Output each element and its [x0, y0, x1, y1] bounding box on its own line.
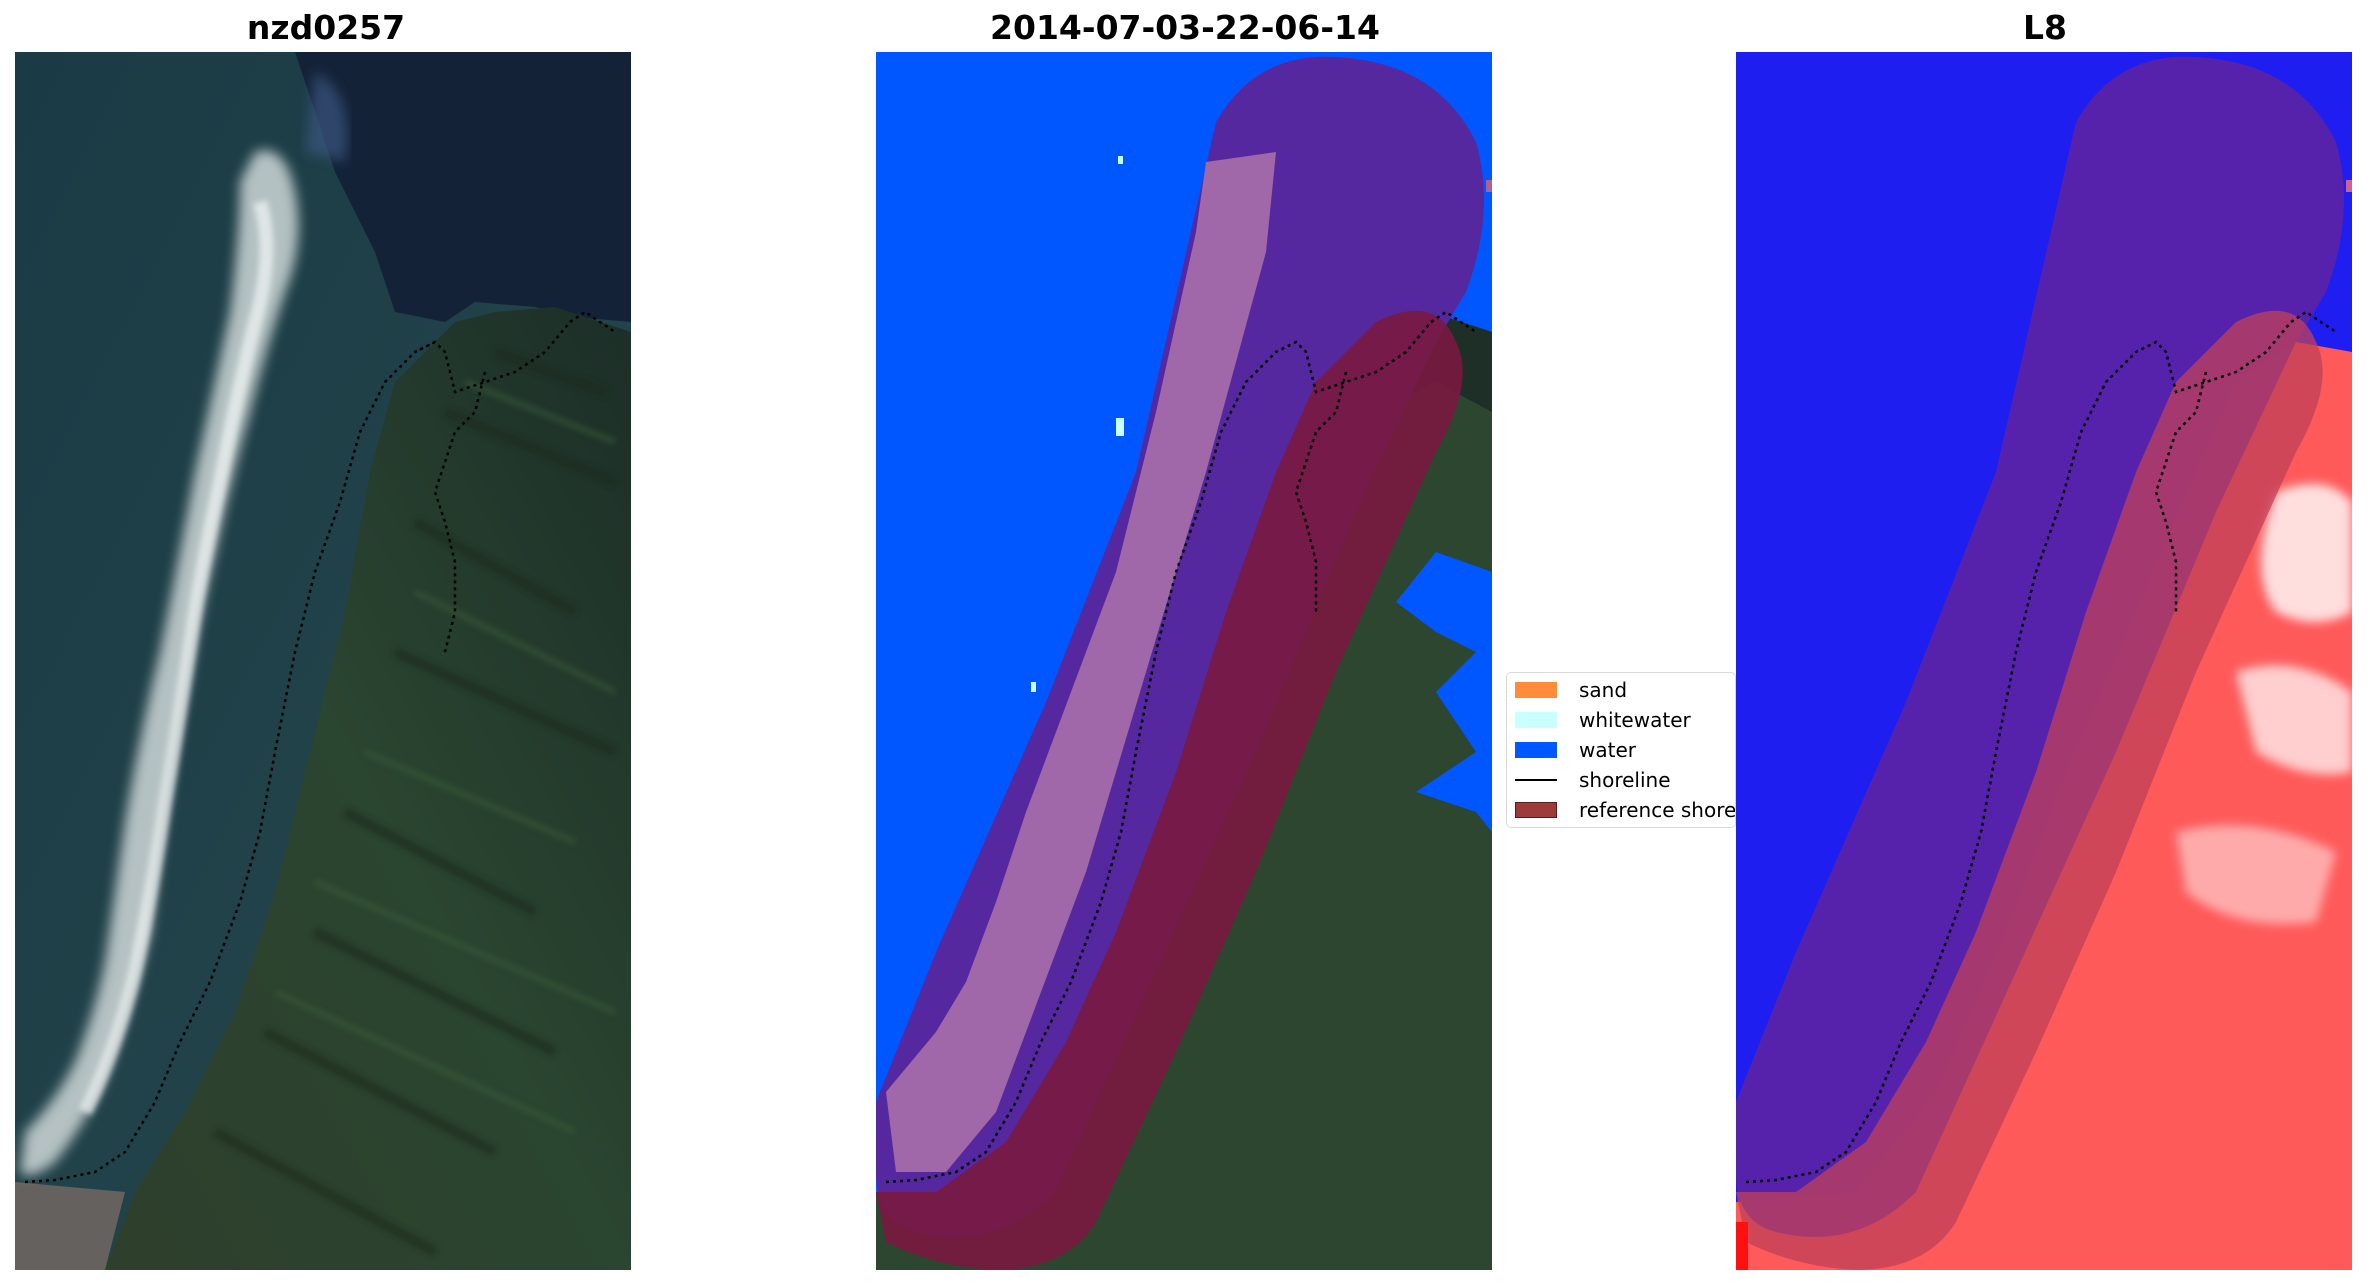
legend-label-water: water: [1579, 738, 1636, 762]
legend-item-whitewater: whitewater: [1515, 707, 1691, 733]
sand-swatch: [1515, 682, 1557, 698]
water-swatch: [1515, 742, 1557, 758]
legend-label-reference-shoreline-buffer: reference shoreline buffer: [1579, 798, 1736, 822]
legend-label-sand: sand: [1579, 678, 1628, 702]
panel-title-rgb: nzd0257: [246, 8, 406, 47]
legend-item-water: water: [1515, 737, 1636, 763]
shoreline-line-swatch: [1515, 779, 1557, 781]
panel-title-index: L8: [2023, 8, 2067, 47]
legend-item-shoreline: shoreline: [1515, 767, 1671, 793]
legend-label-shoreline: shoreline: [1579, 768, 1671, 792]
index-panel: [1736, 52, 2352, 1270]
classification-panel: [876, 52, 1492, 1270]
reference-buffer-swatch: [1515, 802, 1557, 818]
legend: sand whitewater water shoreline referenc…: [1506, 672, 1736, 828]
index-image: [1736, 52, 2352, 1270]
legend-label-whitewater: whitewater: [1579, 708, 1691, 732]
legend-item-sand: sand: [1515, 677, 1627, 703]
legend-item-reference-shoreline-buffer: reference shoreline buffer: [1515, 797, 1736, 823]
panel-title-classification: 2014-07-03-22-06-14: [990, 8, 1380, 47]
whitewater-swatch: [1515, 712, 1557, 728]
rgb-image-panel: [15, 52, 631, 1270]
rgb-satellite-image: [15, 52, 631, 1270]
classification-image: [876, 52, 1492, 1270]
